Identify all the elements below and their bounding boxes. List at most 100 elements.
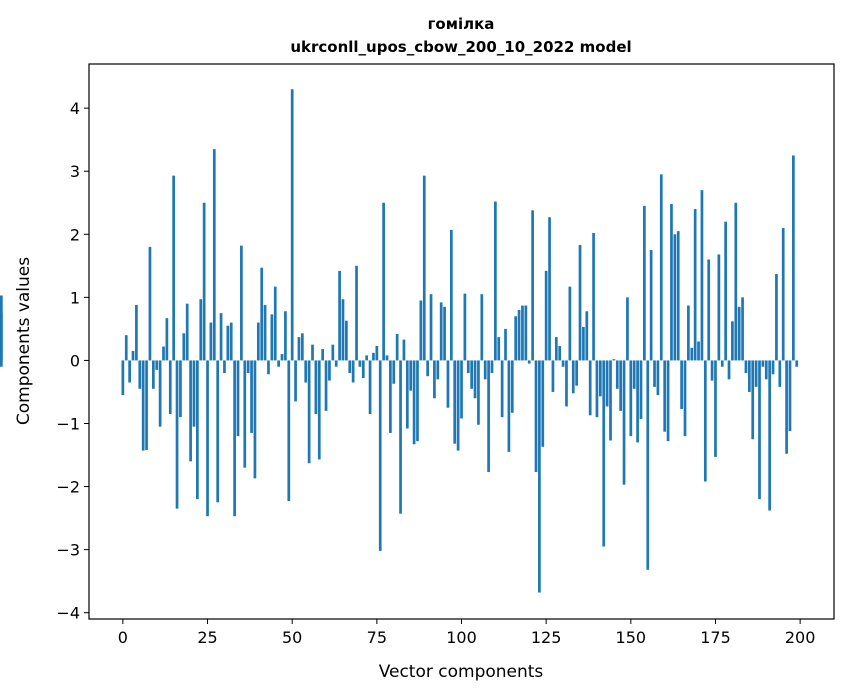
bar xyxy=(250,360,253,433)
bar xyxy=(216,360,220,503)
bar xyxy=(751,360,755,440)
bar xyxy=(524,305,528,361)
bar xyxy=(145,360,148,450)
bar xyxy=(605,360,609,407)
bar xyxy=(348,360,352,374)
bar xyxy=(554,337,558,361)
bar xyxy=(714,360,717,457)
bar xyxy=(240,245,243,361)
bar xyxy=(717,254,721,361)
bar xyxy=(128,360,131,383)
bar xyxy=(548,217,551,361)
bar xyxy=(443,306,446,361)
bar xyxy=(741,297,744,361)
bar xyxy=(209,322,213,361)
bar xyxy=(253,360,257,479)
y-tick-label: −4 xyxy=(56,604,80,623)
bar xyxy=(470,360,474,389)
bar xyxy=(212,149,216,361)
bar xyxy=(453,360,457,444)
bar xyxy=(138,360,142,389)
bar xyxy=(792,155,795,361)
bar xyxy=(361,360,365,379)
y-tick-label: 4 xyxy=(70,99,80,118)
bar xyxy=(724,221,727,361)
bar xyxy=(490,360,494,374)
bar xyxy=(358,360,362,367)
x-axis-ticks: 0 25 50 75 100 125 150 175 200 xyxy=(118,619,815,647)
bar xyxy=(182,333,186,361)
bar xyxy=(165,318,169,361)
bar xyxy=(419,300,423,361)
bar xyxy=(141,360,145,451)
bar xyxy=(0,313,3,361)
bar xyxy=(483,360,487,380)
bar xyxy=(592,233,595,361)
bar xyxy=(368,360,372,415)
bar xyxy=(290,89,294,361)
bar xyxy=(294,360,297,402)
bar xyxy=(629,360,633,437)
bar xyxy=(544,270,548,361)
bar xyxy=(473,360,477,399)
bar xyxy=(764,360,768,380)
bar xyxy=(365,355,369,361)
bar xyxy=(615,360,619,389)
bar xyxy=(317,360,321,460)
bar xyxy=(744,360,748,374)
bar xyxy=(196,360,199,500)
bar xyxy=(727,360,731,380)
bar xyxy=(0,360,3,367)
bar xyxy=(551,360,555,392)
y-tick-label: 3 xyxy=(70,162,80,181)
bar xyxy=(311,344,314,361)
bar xyxy=(280,354,284,361)
bar xyxy=(436,360,440,380)
bar xyxy=(531,210,534,361)
x-tick-label: 25 xyxy=(197,628,217,647)
bar xyxy=(720,360,724,367)
bar xyxy=(375,345,379,361)
bar xyxy=(659,174,663,361)
bar xyxy=(328,360,331,381)
bar xyxy=(673,234,677,361)
bar xyxy=(162,346,165,361)
bar xyxy=(385,355,389,361)
bar xyxy=(466,360,470,374)
x-tick-label: 150 xyxy=(616,628,647,647)
bar xyxy=(737,306,741,361)
x-tick-label: 100 xyxy=(446,628,477,647)
bar xyxy=(412,360,416,445)
bar xyxy=(345,320,348,361)
bar xyxy=(223,360,226,374)
bar xyxy=(378,360,382,551)
bar xyxy=(598,360,602,397)
chart-subtitle: ukrconll_upos_cbow_200_10_2022 model xyxy=(290,38,631,56)
bar xyxy=(571,360,575,394)
y-tick-label: −2 xyxy=(56,478,80,497)
bar xyxy=(246,360,250,374)
x-tick-label: 125 xyxy=(531,628,562,647)
bar xyxy=(324,360,328,411)
bar xyxy=(697,341,700,361)
y-axis-ticks: −4 −3 −2 −1 0 1 2 3 4 xyxy=(56,99,89,623)
x-tick-label: 175 xyxy=(700,628,731,647)
bar xyxy=(561,360,565,367)
plot-area-frame xyxy=(88,63,835,620)
bar xyxy=(541,360,545,447)
bar xyxy=(270,314,274,361)
bar xyxy=(582,326,585,361)
bar xyxy=(399,360,402,514)
bar xyxy=(710,360,714,381)
bar xyxy=(636,360,639,443)
bar xyxy=(392,360,396,384)
x-axis-label: Vector components xyxy=(379,662,544,682)
bar xyxy=(226,325,230,361)
bar xyxy=(151,360,155,389)
bar xyxy=(267,360,270,375)
bar xyxy=(321,349,325,361)
bar xyxy=(538,360,541,593)
bar xyxy=(497,337,501,361)
bar xyxy=(747,360,751,392)
bar xyxy=(192,360,196,427)
